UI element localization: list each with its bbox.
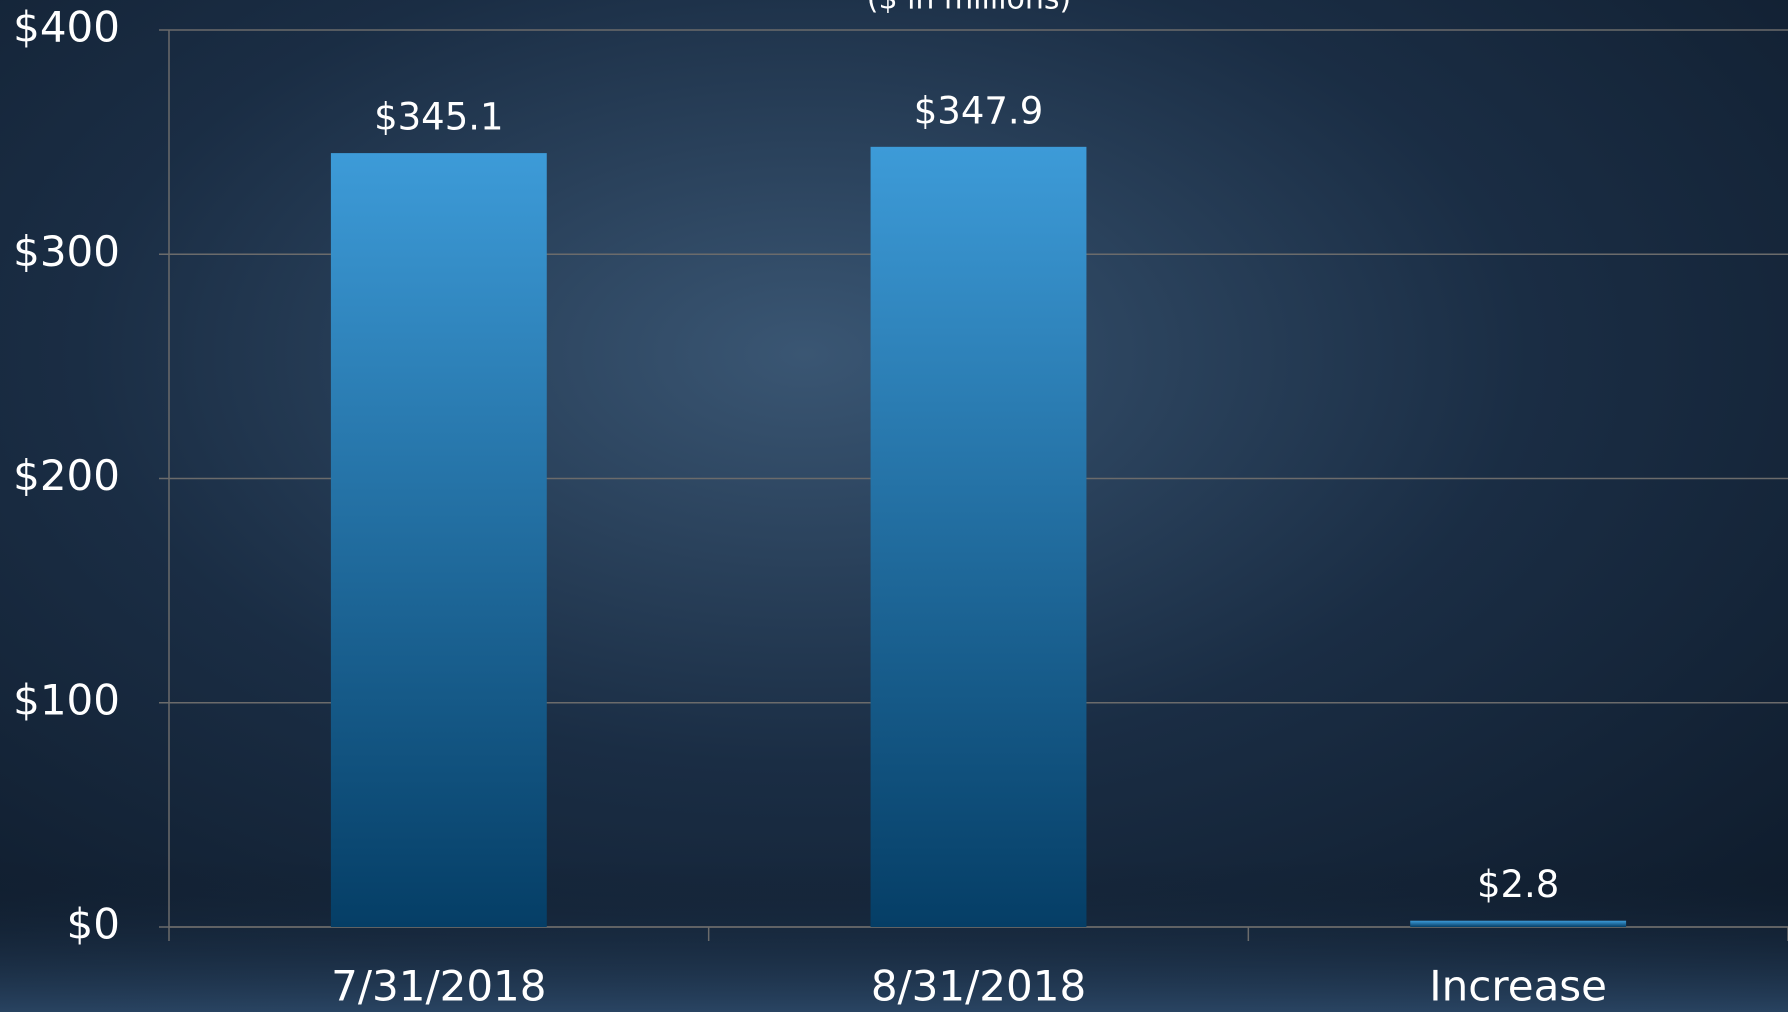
y-tick-label: $0 <box>67 900 120 949</box>
y-tick-label: $400 <box>13 3 120 52</box>
x-tick-label: Increase <box>1429 962 1607 1011</box>
data-label: $2.8 <box>1477 863 1559 906</box>
x-tick-label: 8/31/2018 <box>871 962 1086 1011</box>
y-tick-label: $300 <box>13 227 120 276</box>
x-tick-label: 7/31/2018 <box>331 962 546 1011</box>
data-label: $345.1 <box>374 96 503 139</box>
bar <box>1410 920 1627 927</box>
bar <box>330 153 547 927</box>
bar <box>870 146 1087 928</box>
y-tick-label: $100 <box>13 675 120 724</box>
data-label: $347.9 <box>914 89 1043 132</box>
chart-subtitle: ($ in millions) <box>867 0 1071 17</box>
y-tick-label: $200 <box>13 451 120 500</box>
